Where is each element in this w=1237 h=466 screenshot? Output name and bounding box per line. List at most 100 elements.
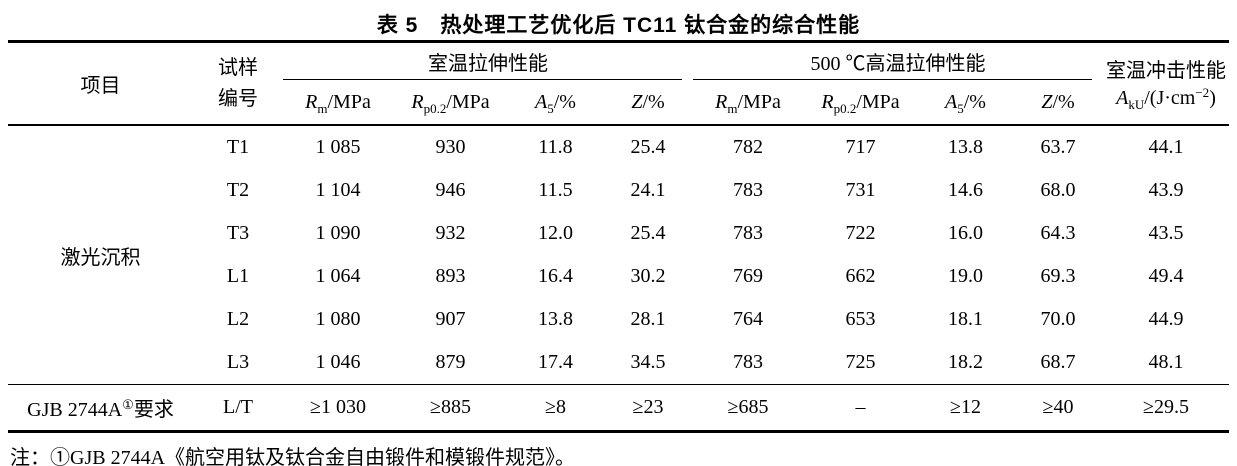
var-subscript: p0.2 [423, 100, 447, 116]
sample-id-cell: T1 [226, 136, 250, 158]
value-cell: ≥23 [603, 384, 693, 432]
value-cell: 932 [435, 222, 466, 244]
value-cell: 34.5 [630, 351, 666, 373]
value-cell: 782 [733, 136, 763, 158]
var-symbol: Z [631, 90, 643, 113]
unit-label: /% [553, 90, 576, 113]
var-symbol: A [1116, 86, 1129, 109]
value-cell: 1 046 [315, 351, 361, 373]
value-cell: 69.3 [1040, 265, 1076, 287]
value-cell: 764 [733, 308, 763, 330]
unit-label: /(J·cm [1144, 86, 1196, 109]
value-cell: 49.4 [1148, 265, 1184, 287]
data-row-L2: L2 1 080 907 13.8 28.1 764 653 18.1 70.0… [8, 298, 1229, 341]
value-cell: 16.4 [538, 265, 573, 287]
value-cell: 18.2 [948, 351, 983, 373]
col-header-a5-rt: A5/% [508, 80, 603, 126]
unit-label: /MPa [737, 90, 781, 113]
value-cell: 18.1 [948, 308, 983, 330]
sample-id-cell: L/T [193, 384, 283, 432]
data-row-L1: L1 1 064 893 16.4 30.2 769 662 19.0 69.3… [8, 255, 1229, 298]
value-cell: 25.4 [630, 136, 666, 158]
value-cell: 1 090 [315, 222, 361, 244]
col-header-sample: 试样 编号 [193, 41, 283, 126]
var-subscript: 5 [957, 100, 964, 116]
value-cell: 24.1 [630, 179, 666, 201]
sample-id-cell: T2 [226, 179, 250, 201]
requirement-label: GJB 2744A [27, 399, 123, 421]
col-header-z-rt: Z/% [603, 80, 693, 126]
value-cell: 68.0 [1040, 179, 1076, 201]
table-note: 注：①GJB 2744A《航空用钛及钛合金自由锻件和模锻件规范》。 [10, 447, 576, 466]
value-cell: 44.1 [1148, 136, 1184, 158]
sample-id-cell: L1 [226, 265, 250, 287]
requirement-section: GJB 2744A①要求 L/T ≥1 030 ≥885 ≥8 ≥23 ≥685… [8, 384, 1229, 432]
impact-header-label: 室温冲击性能 [1106, 59, 1226, 82]
unit-label-end: ) [1209, 86, 1216, 109]
var-subscript: m [317, 100, 328, 116]
footnote-marker: ① [122, 397, 134, 412]
value-cell: ≥8 [508, 384, 603, 432]
unit-exponent: −2 [1195, 84, 1210, 100]
var-symbol: Z [1041, 90, 1053, 113]
unit-label: /% [1052, 90, 1075, 113]
data-row-T2: T2 1 104 946 11.5 24.1 783 731 14.6 68.0… [8, 169, 1229, 212]
value-cell: 13.8 [538, 308, 573, 330]
var-subscript: 5 [547, 100, 554, 116]
sample-id-cell: L2 [226, 308, 250, 330]
value-cell: 653 [845, 308, 876, 330]
value-cell: 1 104 [315, 179, 361, 201]
table-body: 激光沉积 T1 1 085 930 11.8 25.4 782 717 13.8… [8, 125, 1229, 385]
impact-header-symbol: AkU/(J·cm−2) [1103, 85, 1229, 111]
value-cell: 43.9 [1148, 179, 1184, 201]
value-cell: ≥12 [918, 384, 1013, 432]
col-header-item: 项目 [8, 41, 193, 126]
var-symbol: R [715, 90, 728, 113]
var-subscript: m [727, 100, 738, 116]
value-cell: 879 [435, 351, 466, 373]
value-cell: ≥1 030 [283, 384, 393, 432]
col-header-rp02-rt: Rp0.2/MPa [393, 80, 508, 126]
group-header-high-temp-tensile: 500 ℃高温拉伸性能 [693, 42, 1103, 81]
col-header-sample-line2: 编号 [218, 87, 258, 110]
data-row-L3: L3 1 046 879 17.4 34.5 783 725 18.2 68.7… [8, 341, 1229, 385]
value-cell: 893 [435, 265, 466, 287]
value-cell: 783 [733, 351, 763, 373]
value-cell: 25.4 [630, 222, 666, 244]
value-cell: 48.1 [1148, 351, 1184, 373]
value-cell: 12.0 [538, 222, 573, 244]
value-cell: 11.8 [538, 136, 573, 158]
value-cell: 725 [845, 351, 876, 373]
value-cell: 769 [733, 265, 763, 287]
value-cell: 783 [733, 222, 763, 244]
value-cell: – [803, 384, 918, 432]
requirement-row: GJB 2744A①要求 L/T ≥1 030 ≥885 ≥8 ≥23 ≥685… [8, 384, 1229, 432]
value-cell: 44.9 [1148, 308, 1184, 330]
value-cell: ≥40 [1013, 384, 1103, 432]
col-header-rm-rt: Rm/MPa [283, 80, 393, 126]
value-cell: 783 [733, 179, 763, 201]
value-cell: 19.0 [948, 265, 983, 287]
var-symbol: R [821, 90, 834, 113]
value-cell: 717 [845, 136, 876, 158]
unit-label: /MPa [446, 90, 490, 113]
var-symbol: A [945, 90, 958, 113]
value-cell: 11.5 [538, 179, 573, 201]
sample-id-cell: T3 [226, 222, 250, 244]
value-cell: 13.8 [948, 136, 983, 158]
col-header-z-ht: Z/% [1013, 80, 1103, 126]
value-cell: 946 [435, 179, 466, 201]
subheader-row: Rm/MPa Rp0.2/MPa A5/% Z/% Rm/MPa Rp0.2/M… [8, 80, 1229, 126]
value-cell: 68.7 [1040, 351, 1076, 373]
group-header-row: 项目 试样 编号 室温拉伸性能 500 ℃高温拉伸性能 室温冲击性能 AkU/(… [8, 41, 1229, 126]
value-cell: 722 [845, 222, 876, 244]
table-title: 表 5 热处理工艺优化后 TC11 钛合金的综合性能 [376, 14, 861, 37]
value-cell: 17.4 [538, 351, 573, 373]
col-header-a5-ht: A5/% [918, 80, 1013, 126]
properties-table: 项目 试样 编号 室温拉伸性能 500 ℃高温拉伸性能 室温冲击性能 AkU/(… [8, 40, 1229, 433]
value-cell: 1 085 [315, 136, 361, 158]
var-subscript: kU [1128, 96, 1145, 112]
value-cell: 14.6 [948, 179, 983, 201]
value-cell: ≥885 [393, 384, 508, 432]
